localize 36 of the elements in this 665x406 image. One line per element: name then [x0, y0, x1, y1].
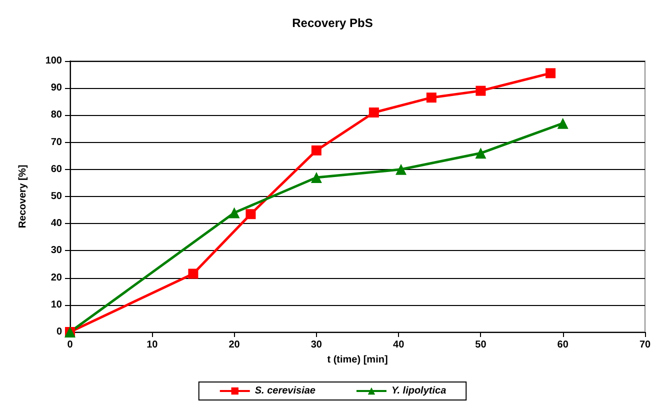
- y-tick-label: 20: [50, 272, 62, 284]
- point: [228, 207, 240, 218]
- x-tick-label: 60: [557, 340, 569, 350]
- point: [546, 68, 556, 78]
- y-axis-title: Recovery [%]: [18, 164, 28, 228]
- x-tick-label: 0: [67, 340, 74, 350]
- y-tick-label: 50: [50, 191, 62, 202]
- point: [475, 148, 486, 159]
- point: [310, 172, 322, 184]
- chart-title: Recovery PbS: [292, 16, 373, 30]
- x-axis-title: t (time) [min]: [327, 354, 388, 366]
- x-tick-label: 10: [146, 340, 158, 350]
- point: [396, 164, 407, 175]
- legend-label: Y. lipolytica: [391, 386, 447, 396]
- y-tick-label: 80: [50, 110, 62, 121]
- point: [476, 86, 486, 96]
- y-tick-label: 90: [50, 82, 62, 94]
- y-tick-label: 10: [50, 299, 62, 310]
- x-tick-label: 50: [475, 340, 487, 350]
- point: [188, 268, 198, 279]
- x-tick-label: 40: [393, 340, 405, 350]
- point: [311, 145, 322, 156]
- legend-label: S. cerevisiae: [254, 386, 316, 396]
- y-tick-label: 30: [50, 245, 62, 256]
- y-tick-label: 70: [50, 136, 62, 148]
- y-tick-label: 0: [56, 326, 62, 338]
- y-tick-label: 40: [50, 218, 62, 230]
- y-tick-label: 100: [45, 56, 62, 66]
- point: [426, 92, 436, 103]
- point: [368, 107, 379, 118]
- y-tick-label: 60: [50, 164, 62, 175]
- x-tick-label: 30: [310, 340, 322, 350]
- point: [557, 118, 568, 129]
- x-tick-label: 20: [228, 340, 240, 350]
- x-tick-label: 70: [639, 340, 651, 350]
- point: [246, 209, 256, 220]
